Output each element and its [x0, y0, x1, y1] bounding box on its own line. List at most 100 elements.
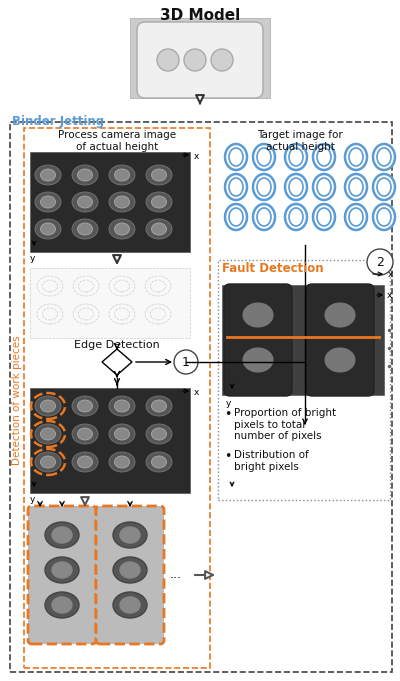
- Text: Distribution of
bright pixels: Distribution of bright pixels: [234, 450, 309, 472]
- Ellipse shape: [113, 522, 147, 548]
- Ellipse shape: [257, 208, 271, 226]
- Bar: [218, 260, 390, 500]
- FancyBboxPatch shape: [306, 284, 374, 396]
- Ellipse shape: [146, 424, 172, 444]
- Bar: [30, 388, 190, 493]
- Ellipse shape: [40, 428, 56, 440]
- Ellipse shape: [325, 303, 355, 327]
- Circle shape: [211, 49, 233, 71]
- Ellipse shape: [146, 192, 172, 212]
- Polygon shape: [102, 349, 132, 375]
- Ellipse shape: [52, 527, 72, 543]
- Ellipse shape: [35, 219, 61, 239]
- Bar: [30, 152, 190, 252]
- Ellipse shape: [313, 174, 335, 200]
- Ellipse shape: [35, 424, 61, 444]
- Ellipse shape: [146, 452, 172, 472]
- Ellipse shape: [317, 208, 331, 226]
- Ellipse shape: [72, 165, 98, 185]
- Ellipse shape: [45, 592, 79, 618]
- Ellipse shape: [40, 400, 56, 412]
- Ellipse shape: [146, 396, 172, 416]
- Ellipse shape: [40, 169, 56, 181]
- Text: y: y: [30, 254, 35, 263]
- Ellipse shape: [152, 223, 166, 235]
- Ellipse shape: [114, 223, 130, 235]
- Bar: [30, 268, 190, 338]
- Ellipse shape: [45, 557, 79, 583]
- FancyBboxPatch shape: [224, 284, 292, 396]
- Ellipse shape: [109, 219, 135, 239]
- Ellipse shape: [152, 169, 166, 181]
- FancyBboxPatch shape: [96, 506, 164, 644]
- Ellipse shape: [152, 196, 166, 208]
- Ellipse shape: [345, 144, 367, 170]
- Ellipse shape: [349, 178, 363, 196]
- Ellipse shape: [229, 208, 243, 226]
- Ellipse shape: [377, 208, 391, 226]
- Ellipse shape: [373, 144, 395, 170]
- Ellipse shape: [52, 562, 72, 578]
- Text: Edge Detection: Edge Detection: [74, 340, 160, 350]
- Ellipse shape: [35, 396, 61, 416]
- Ellipse shape: [72, 192, 98, 212]
- Ellipse shape: [114, 400, 130, 412]
- Text: Detection of work pieces: Detection of work pieces: [12, 335, 22, 465]
- Ellipse shape: [40, 223, 56, 235]
- Bar: [10, 122, 392, 672]
- Ellipse shape: [120, 562, 140, 578]
- Ellipse shape: [35, 165, 61, 185]
- Ellipse shape: [45, 522, 79, 548]
- Ellipse shape: [345, 174, 367, 200]
- Text: x: x: [387, 291, 392, 300]
- Ellipse shape: [225, 204, 247, 230]
- Ellipse shape: [114, 196, 130, 208]
- Text: y: y: [30, 495, 35, 504]
- Ellipse shape: [78, 169, 92, 181]
- Text: Binder Jetting: Binder Jetting: [12, 115, 104, 128]
- Ellipse shape: [229, 148, 243, 166]
- Text: x: x: [388, 270, 393, 279]
- Ellipse shape: [113, 557, 147, 583]
- Ellipse shape: [109, 452, 135, 472]
- Ellipse shape: [325, 348, 355, 372]
- Ellipse shape: [114, 169, 130, 181]
- Text: •: •: [224, 450, 231, 463]
- Ellipse shape: [313, 144, 335, 170]
- Ellipse shape: [253, 144, 275, 170]
- Ellipse shape: [78, 223, 92, 235]
- Ellipse shape: [109, 165, 135, 185]
- Ellipse shape: [285, 204, 307, 230]
- Ellipse shape: [114, 456, 130, 468]
- FancyBboxPatch shape: [28, 506, 96, 644]
- Ellipse shape: [243, 348, 273, 372]
- Ellipse shape: [349, 148, 363, 166]
- Text: ...: ...: [170, 569, 182, 582]
- Ellipse shape: [52, 597, 72, 613]
- Ellipse shape: [317, 148, 331, 166]
- Ellipse shape: [152, 400, 166, 412]
- Ellipse shape: [377, 148, 391, 166]
- Text: 3D Model: 3D Model: [160, 8, 240, 23]
- Text: Fault Detection: Fault Detection: [222, 262, 324, 275]
- Ellipse shape: [120, 597, 140, 613]
- Ellipse shape: [313, 204, 335, 230]
- Ellipse shape: [345, 204, 367, 230]
- Ellipse shape: [113, 592, 147, 618]
- Ellipse shape: [225, 144, 247, 170]
- Ellipse shape: [229, 178, 243, 196]
- Ellipse shape: [257, 178, 271, 196]
- Ellipse shape: [35, 192, 61, 212]
- Bar: [24, 128, 210, 668]
- Ellipse shape: [225, 174, 247, 200]
- Ellipse shape: [72, 424, 98, 444]
- Text: Process camera image
of actual height: Process camera image of actual height: [58, 130, 176, 152]
- Ellipse shape: [109, 396, 135, 416]
- Ellipse shape: [146, 219, 172, 239]
- Text: x: x: [194, 152, 199, 161]
- Ellipse shape: [373, 174, 395, 200]
- Ellipse shape: [35, 452, 61, 472]
- Ellipse shape: [114, 428, 130, 440]
- Ellipse shape: [40, 456, 56, 468]
- Circle shape: [184, 49, 206, 71]
